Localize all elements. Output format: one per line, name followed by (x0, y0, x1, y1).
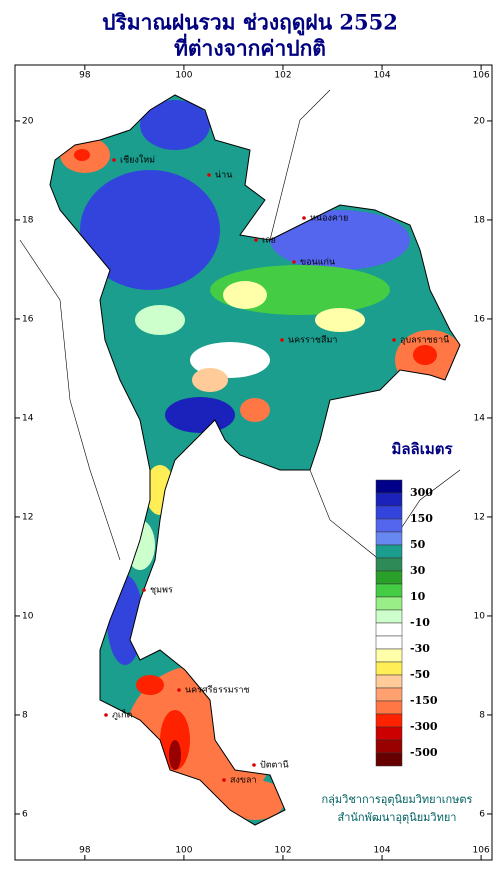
legend-swatch (375, 622, 403, 637)
legend-swatch (375, 713, 403, 728)
legend-swatch (375, 505, 403, 520)
legend-swatch (375, 752, 403, 767)
legend-swatch (375, 726, 403, 741)
legend: 300 150 50 30 10 -10 -30 -50 -150 -300 -500 (375, 479, 438, 767)
station-dot (177, 688, 181, 692)
station-dot (142, 588, 146, 592)
lat-label: 18 (474, 215, 486, 225)
place-label: หนองคาย (310, 214, 348, 224)
place-label: สงขลา (230, 776, 257, 786)
legend-title: มิลลิเมตร (391, 440, 453, 458)
station-dot (254, 238, 258, 242)
legend-swatch (375, 648, 403, 663)
lon-label: 98 (79, 71, 91, 81)
legend-label: -30 (410, 642, 430, 655)
station-dot (222, 778, 226, 782)
legend-swatch (375, 492, 403, 507)
legend-swatch (375, 544, 403, 559)
station-dot (280, 338, 284, 342)
station-dot (112, 158, 116, 162)
lat-label: 14 (22, 413, 34, 423)
legend-label: 50 (410, 538, 426, 551)
legend-swatch (375, 635, 403, 650)
legend-swatch (375, 531, 403, 546)
place-label: อุบลราชธานี (400, 335, 449, 346)
lat-label: 14 (474, 413, 486, 423)
lat-label: 16 (22, 314, 34, 324)
station-dot (104, 713, 108, 717)
place-label: เลย (262, 236, 276, 246)
place-label: ปัตตานี (260, 760, 289, 771)
lat-label: 10 (22, 611, 34, 621)
title: ที่ต่างจากค่าปกติ (174, 33, 326, 61)
lat-label: 20 (474, 116, 486, 126)
title: ปริมาณฝนรวม ช่วงฤดูฝน 2552 (102, 10, 398, 37)
legend-swatch (375, 596, 403, 611)
legend-label: -150 (410, 694, 438, 707)
lat-label: 8 (479, 710, 485, 720)
legend-label: -10 (410, 616, 430, 629)
station-dot (252, 763, 256, 767)
lat-label: 6 (479, 809, 485, 819)
lat-label: 12 (474, 512, 485, 522)
legend-swatch (375, 739, 403, 754)
legend-swatch (375, 661, 403, 676)
lat-label: 10 (474, 611, 486, 621)
legend-label: -300 (410, 720, 438, 733)
legend-label: 30 (410, 564, 426, 577)
place-label: นครศรีธรรมราช (185, 685, 250, 696)
lat-label: 18 (22, 215, 34, 225)
lon-label: 106 (473, 71, 490, 81)
station-dot (392, 338, 396, 342)
station-dot (302, 216, 306, 220)
lat-label: 6 (22, 809, 28, 819)
lat-label: 12 (22, 512, 33, 522)
legend-swatch (375, 583, 403, 598)
lon-label: 100 (175, 71, 192, 81)
legend-label: -50 (410, 668, 430, 681)
lon-label: 106 (473, 846, 490, 856)
legend-label: -500 (410, 746, 438, 759)
lon-label: 104 (373, 71, 390, 81)
lon-label: 102 (274, 846, 291, 856)
credit: สำนักพัฒนาอุตุนิยมวิทยา (338, 811, 457, 824)
lon-label: 104 (373, 846, 390, 856)
lon-label: 102 (274, 71, 291, 81)
legend-swatch (375, 518, 403, 533)
place-label: ชุมพร (150, 586, 173, 596)
place-label: ภูเก็ต (112, 708, 132, 721)
legend-swatch (375, 479, 403, 494)
lat-label: 8 (22, 710, 28, 720)
legend-label: 10 (410, 590, 426, 603)
legend-swatch (375, 674, 403, 689)
place-label: น่าน (215, 171, 232, 181)
lat-label: 16 (474, 314, 486, 324)
station-dot (292, 260, 296, 264)
legend-swatch (375, 687, 403, 702)
legend-swatch (375, 700, 403, 715)
place-label: ขอนแก่น (300, 258, 335, 268)
legend-swatch (375, 570, 403, 585)
legend-swatch (375, 557, 403, 572)
station-dot (207, 173, 211, 177)
credit: กลุ่มวิชาการอุตุนิยมวิทยาเกษตร (322, 793, 473, 806)
legend-label: 300 (410, 486, 433, 499)
legend-label: 150 (410, 512, 433, 525)
lon-label: 100 (175, 846, 192, 856)
lon-label: 98 (79, 846, 91, 856)
place-label: เชียงใหม่ (120, 155, 155, 166)
place-label: นครราชสีมา (288, 335, 337, 346)
legend-swatch (375, 609, 403, 624)
lat-label: 20 (22, 116, 34, 126)
